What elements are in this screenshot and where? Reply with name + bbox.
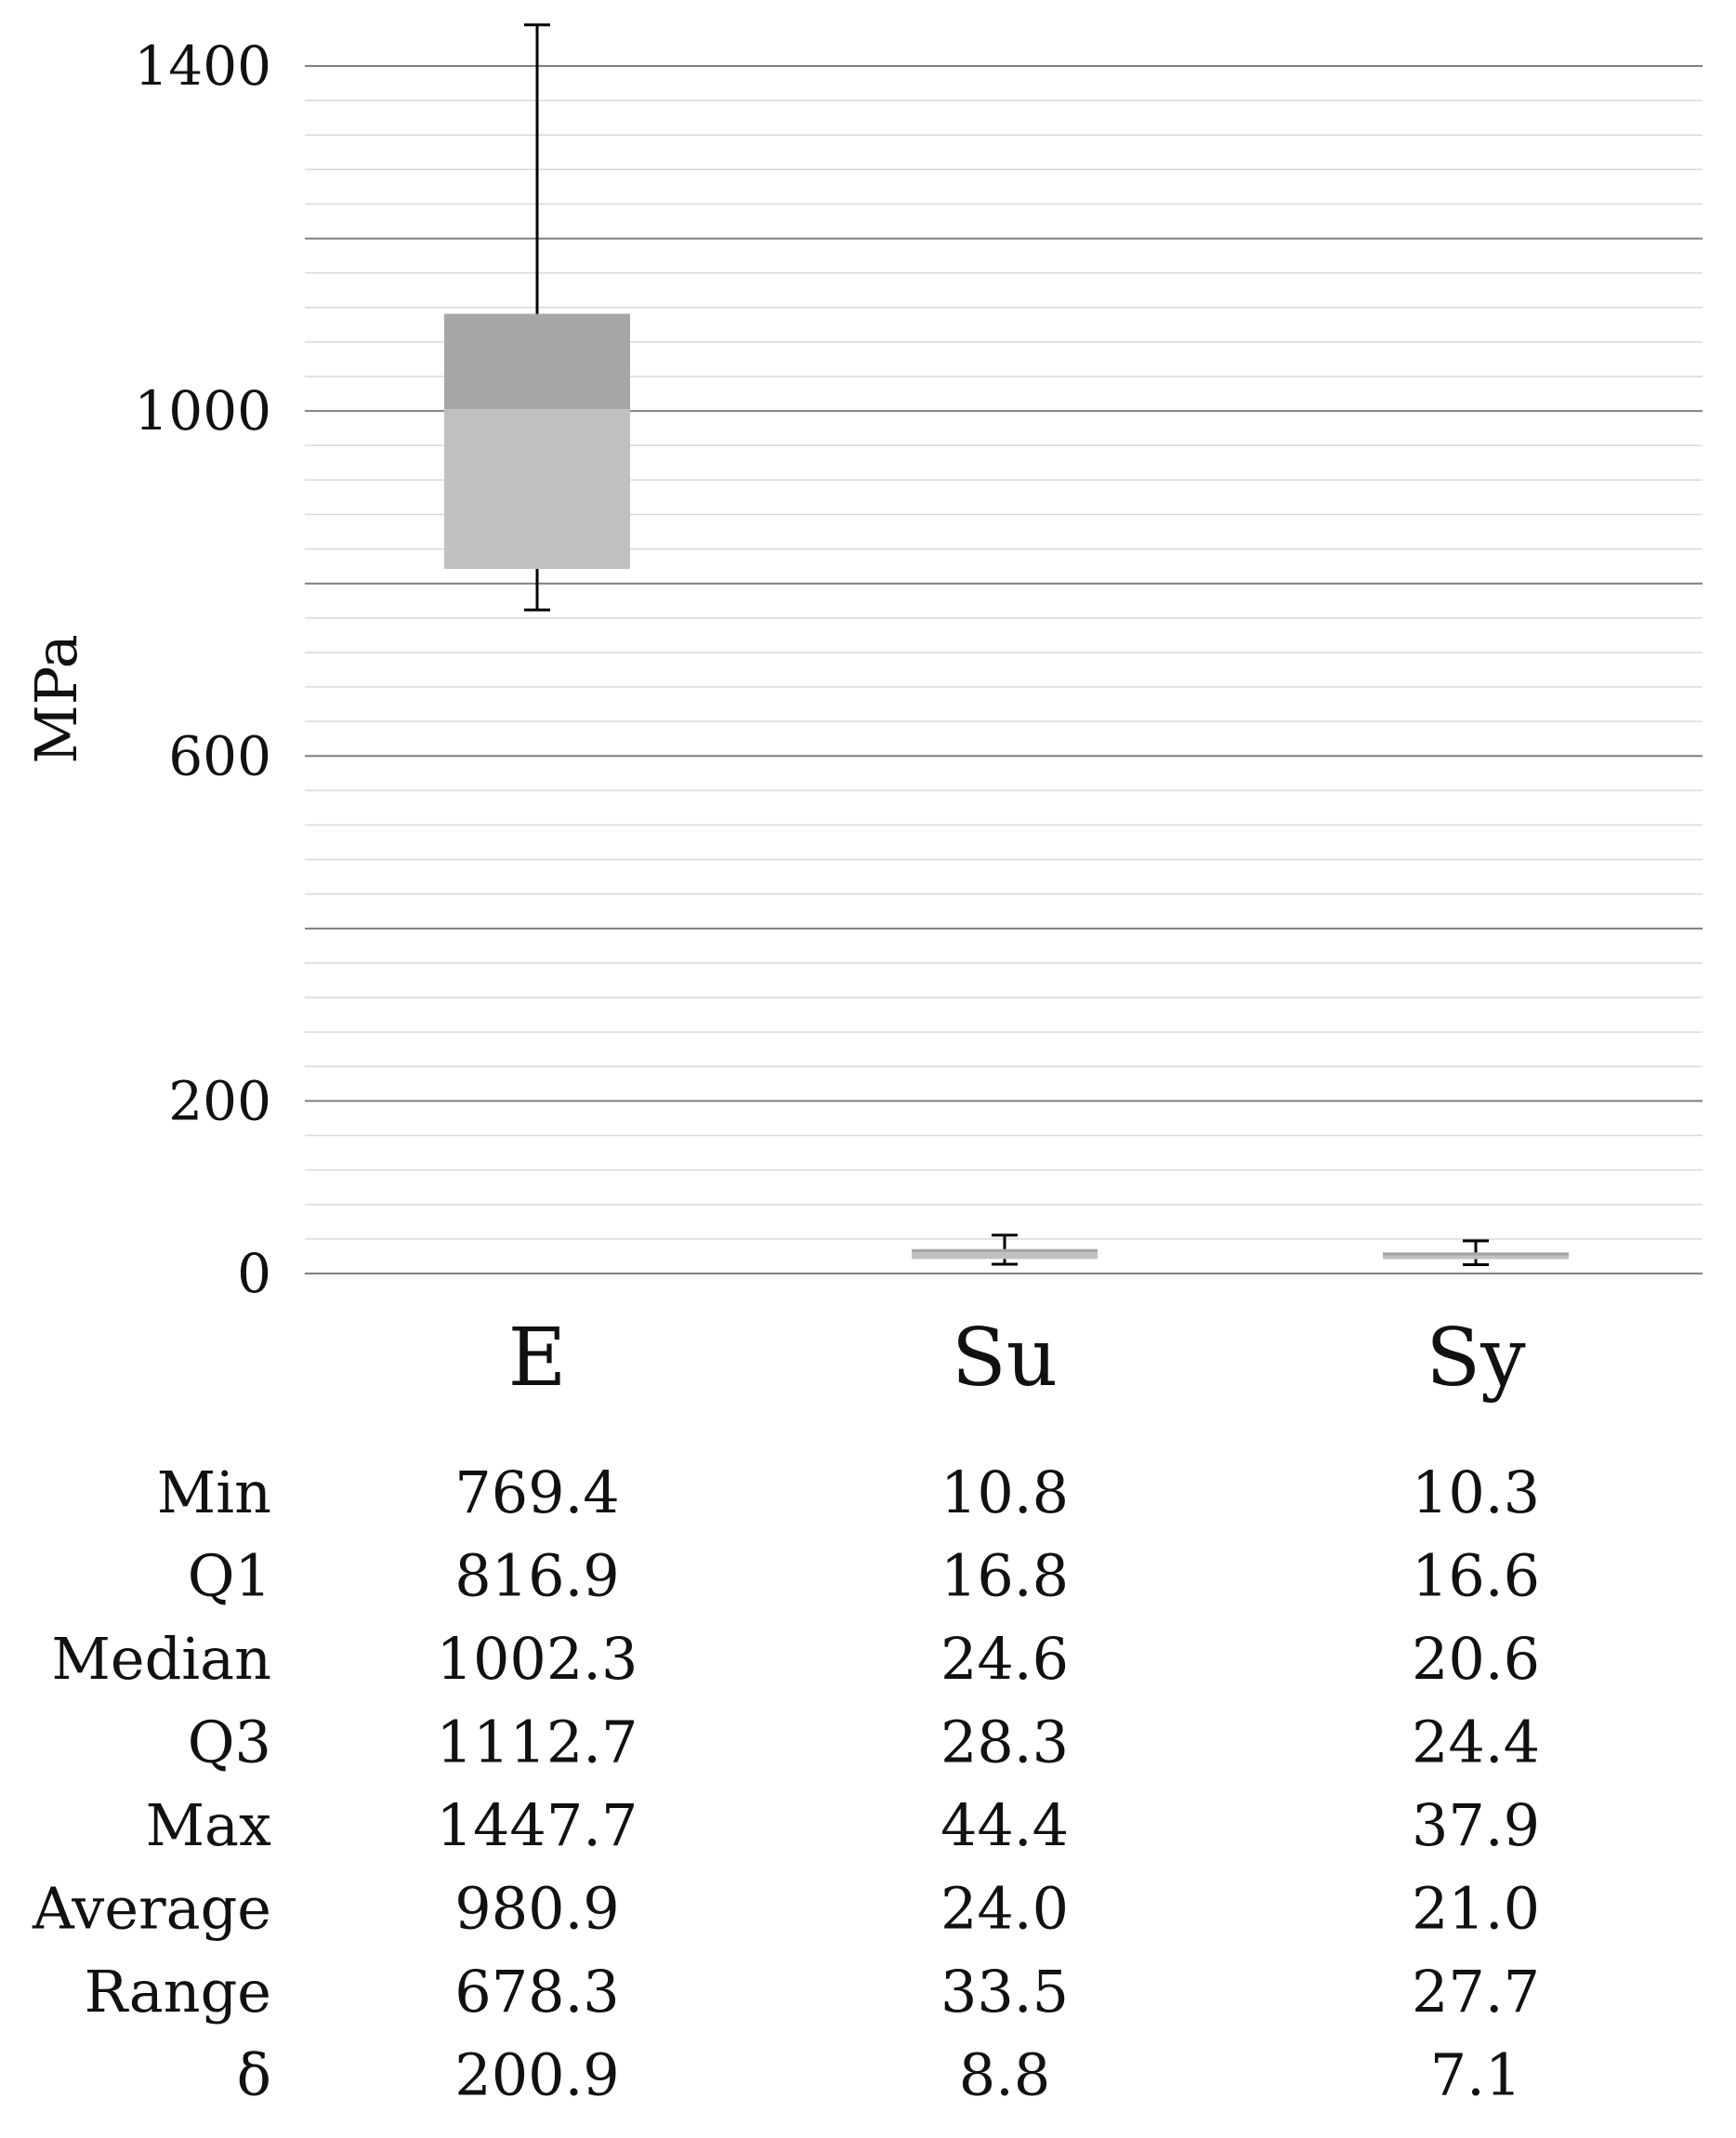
box-Su — [912, 1234, 1098, 1266]
table-row-label: Q3 — [188, 1709, 271, 1776]
table-cell-Su: 10.8 — [940, 1458, 1069, 1526]
table-cell-Sy: 20.6 — [1412, 1625, 1540, 1693]
y-tick-label: 0 — [237, 1242, 271, 1305]
category-label-Su: Su — [952, 1312, 1058, 1405]
table-cell-Sy: 21.0 — [1412, 1875, 1540, 1943]
table-cell-Sy: 7.1 — [1430, 2041, 1522, 2109]
table-cell-E: 980.9 — [454, 1875, 620, 1943]
box-Sy — [1383, 1239, 1569, 1266]
category-label-Sy: Sy — [1426, 1312, 1526, 1405]
table-cell-E: 769.4 — [454, 1458, 620, 1526]
box-lower-Su — [912, 1252, 1098, 1260]
y-tick-label: 200 — [168, 1069, 271, 1132]
y-tick-label: 1400 — [134, 34, 271, 98]
y-axis-label: MPa — [22, 634, 90, 763]
stats-table: Min 769.4 10.8 10.3 Q1 816.9 16.8 16.6 Median 100… — [32, 1458, 1540, 2109]
table-cell-Su: 44.4 — [940, 1791, 1069, 1859]
category-label-E: E — [508, 1312, 567, 1405]
table-cell-Sy: 27.7 — [1412, 1958, 1540, 2026]
box-E — [444, 23, 630, 612]
table-cell-E: 816.9 — [454, 1542, 620, 1610]
table-cell-E: 200.9 — [454, 2041, 620, 2109]
table-cell-Sy: 16.6 — [1412, 1542, 1540, 1610]
table-cell-Su: 8.8 — [959, 2041, 1051, 2109]
category-layer: E Su Sy — [508, 1312, 1527, 1405]
table-cell-Su: 24.0 — [940, 1875, 1069, 1943]
box-lower-Sy — [1383, 1255, 1569, 1260]
table-cell-Su: 33.5 — [940, 1958, 1069, 2026]
table-row-label: Q1 — [188, 1542, 271, 1610]
axis-layer: 1400 1000 600 200 0 MPa — [22, 34, 271, 1305]
table-cell-E: 678.3 — [454, 1958, 620, 2026]
table-cell-E: 1112.7 — [437, 1709, 638, 1776]
table-row-label: Min — [157, 1458, 271, 1526]
table-cell-Su: 28.3 — [940, 1709, 1069, 1776]
table-row-label: Max — [146, 1791, 271, 1859]
box-upper-E — [444, 313, 630, 410]
y-tick-label: 1000 — [134, 379, 271, 442]
table-cell-Su: 16.8 — [940, 1542, 1069, 1610]
box-lower-E — [444, 409, 630, 570]
table-cell-E: 1447.7 — [437, 1791, 638, 1859]
table-cell-Sy: 37.9 — [1412, 1791, 1540, 1859]
table-row-label: Average — [32, 1875, 271, 1943]
table-row-label: Range — [85, 1958, 271, 2026]
table-cell-Sy: 24.4 — [1412, 1709, 1540, 1776]
grid-layer — [305, 65, 1703, 1274]
table-row-label: δ — [237, 2041, 271, 2109]
table-cell-Su: 24.6 — [940, 1625, 1069, 1693]
box-layer — [444, 23, 1569, 1266]
table-row-label: Median — [51, 1625, 271, 1693]
y-tick-label: 600 — [168, 724, 271, 787]
table-cell-Sy: 10.3 — [1412, 1458, 1540, 1526]
box-upper-Sy — [1383, 1252, 1569, 1256]
table-cell-E: 1002.3 — [437, 1625, 638, 1693]
box-upper-Su — [912, 1248, 1098, 1253]
